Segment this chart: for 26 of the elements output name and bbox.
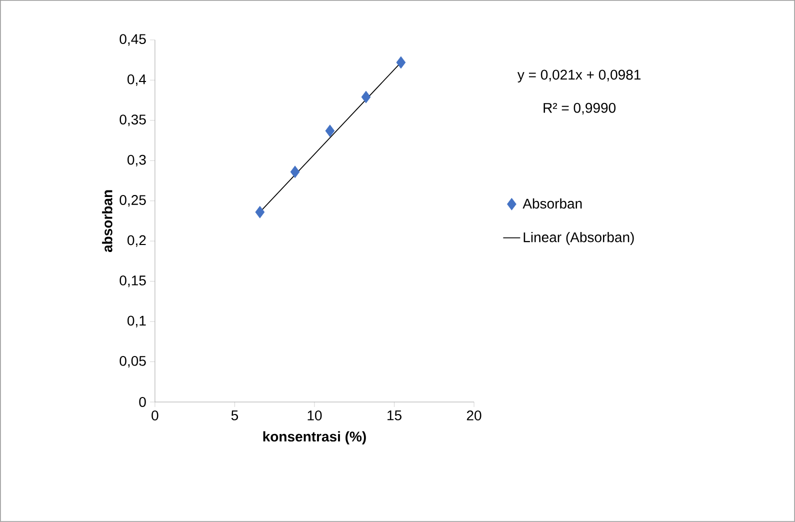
point <box>290 166 300 178</box>
y-tick-label: 0,4 <box>128 74 146 86</box>
text: R² = 0,9990 <box>544 102 616 115</box>
legend-label: Linear (Absorban) <box>524 232 634 246</box>
y-tick-label: 0,45 <box>120 34 146 46</box>
y-tick-label: 0,2 <box>128 235 146 247</box>
x-tick-label: 10 <box>308 410 322 420</box>
y-axis-title: absorban <box>102 190 112 252</box>
y-tick-label: 0,25 <box>120 195 146 207</box>
text: y = 0,021x + 0,0981 <box>517 70 641 82</box>
x-axis-title: konsentrasi (%) <box>263 431 366 444</box>
y-tick-label: 0,3 <box>128 154 146 166</box>
y-tick-label: 0 <box>139 397 146 407</box>
point <box>255 206 265 218</box>
point <box>396 56 406 69</box>
point <box>361 90 371 104</box>
y-tick-label: 0,05 <box>120 356 146 368</box>
y-tick-label: 0,1 <box>128 316 146 328</box>
x-tick-label: 5 <box>231 410 238 420</box>
y-tick-label: 0,15 <box>120 276 146 288</box>
y-tick-label: 0,35 <box>120 114 146 126</box>
x-tick-label: 15 <box>388 410 402 420</box>
legend-label: Absorban <box>522 198 582 209</box>
point <box>325 124 335 138</box>
x-tick-label: 0 <box>152 410 158 420</box>
x-tick-label: 20 <box>466 410 482 420</box>
